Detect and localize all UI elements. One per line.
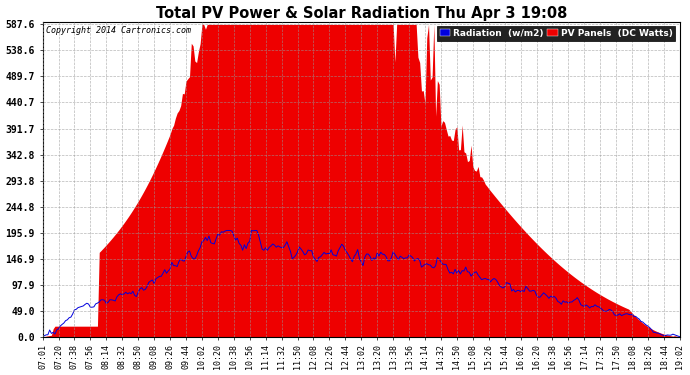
Text: Copyright 2014 Cartronics.com: Copyright 2014 Cartronics.com [46,27,190,36]
Title: Total PV Power & Solar Radiation Thu Apr 3 19:08: Total PV Power & Solar Radiation Thu Apr… [155,6,567,21]
Legend: Radiation  (w/m2), PV Panels  (DC Watts): Radiation (w/m2), PV Panels (DC Watts) [437,26,676,40]
